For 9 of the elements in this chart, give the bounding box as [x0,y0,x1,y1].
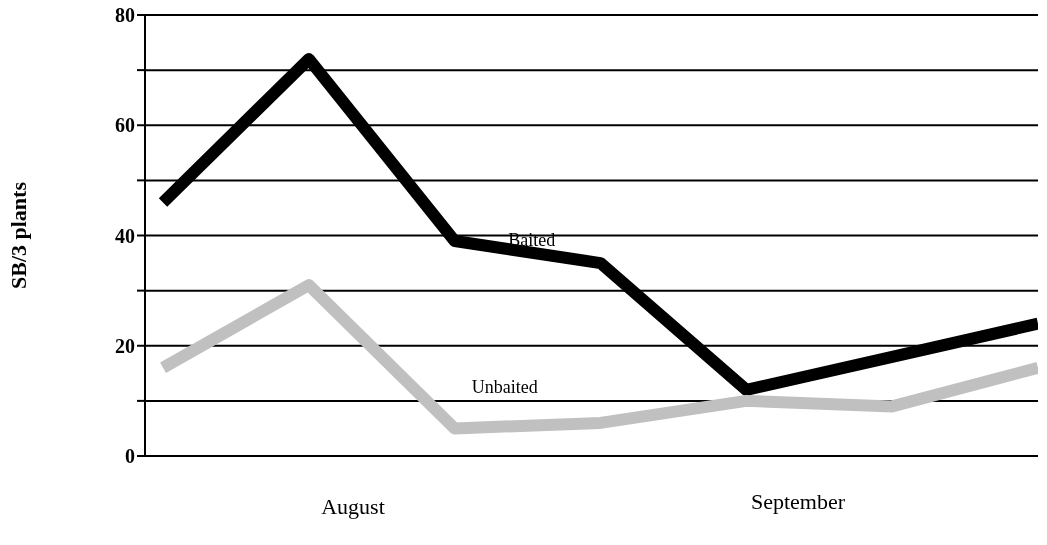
text: August [320,494,386,520]
series-label: Unbaited [471,377,538,398]
y-tick-label: 0 [125,445,135,468]
y-tick-label: 60 [115,114,135,137]
y-tick-label: 20 [115,334,135,357]
y-tick-label: 80 [115,4,135,27]
text: September [749,489,847,515]
y-tick-label: 40 [115,224,135,247]
y-axis-title: SB/3 plants [5,181,31,289]
